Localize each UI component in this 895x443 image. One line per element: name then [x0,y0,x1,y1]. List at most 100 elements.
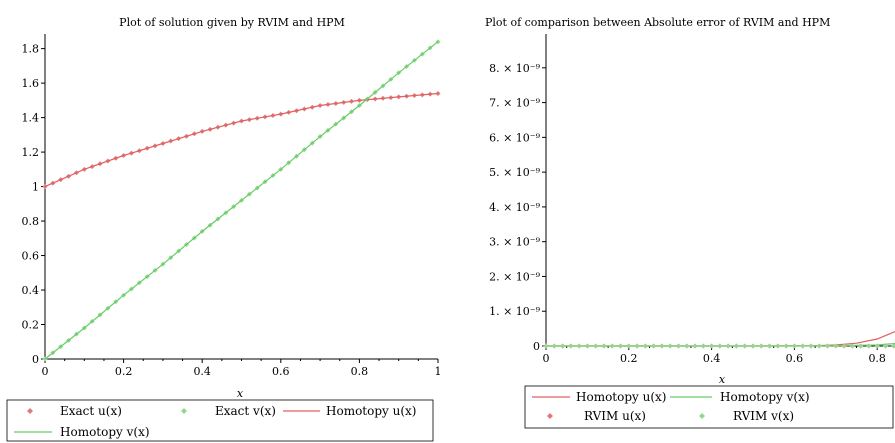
legend-box [524,385,894,429]
y-tick-label: 0.2 [22,319,40,332]
legend-marker-exact-v [181,408,187,414]
data-point-rvim-v-x [866,343,872,349]
legend-marker-exact-u [27,408,33,414]
plot-clip: 00.20.40.60.8101. × 10⁻⁹2. × 10⁻⁹3. × 10… [489,34,895,365]
data-point-rvim-v-x [560,343,566,349]
x-axis-label: x [237,387,244,400]
legend-label-exact-v: Exact v(x) [215,404,276,418]
x-tick-label: 0 [543,352,550,365]
y-tick-label: 1.2 [22,146,40,159]
data-point-rvim-v-x [750,343,756,349]
y-tick-label: 5. × 10⁻⁹ [489,166,541,179]
data-point-rvim-v-x [593,343,599,349]
data-point-rvim-v-x [783,343,789,349]
chart-title: Plot of solution given by RVIM and HPM [119,16,345,29]
y-tick-label: 6. × 10⁻⁹ [489,131,541,144]
data-point-rvim-v-x [700,343,706,349]
data-point-rvim-v-x [675,343,681,349]
data-point-rvim-v-x [692,343,698,349]
data-point-rvim-v-x [833,343,839,349]
legend-label-exact-u: Exact u(x) [60,404,122,418]
data-point-rvim-v-x [874,343,880,349]
legend-marker-rvim-u [547,413,553,419]
x-axis-label: x [719,373,726,386]
data-point-rvim-v-x [758,343,764,349]
y-tick-label: 0.4 [22,284,40,297]
x-tick-label: 0.2 [115,365,133,378]
data-point-rvim-v-x [733,343,739,349]
data-point-rvim-v-x [667,343,673,349]
y-tick-label: 1.6 [22,77,40,90]
legend-item-homotopy-u: Homotopy u(x) [283,404,416,418]
data-point-rvim-v-x [551,343,557,349]
data-point-rvim-v-x [684,343,690,349]
legend-label-homotopy-u: Homotopy u(x) [576,390,666,404]
y-tick-label: 0.6 [22,250,40,263]
data-point-rvim-v-x [626,343,632,349]
y-tick-label: 1. × 10⁻⁹ [489,305,541,318]
y-tick-label: 7. × 10⁻⁹ [489,97,541,110]
data-point-rvim-v-x [891,343,895,349]
plot-area: 00.20.40.60.8101. × 10⁻⁹2. × 10⁻⁹3. × 10… [489,34,895,365]
legend-label-rvim-u: RVIM u(x) [584,409,646,423]
y-tick-label: 0 [533,340,540,353]
data-point-exact-u-x [435,90,441,96]
series-line-homotopy-v-x [44,41,439,360]
data-point-rvim-v-x [800,343,806,349]
legend-marker-rvim-v [699,413,705,419]
series-line-homotopy-v-x [546,342,895,347]
legend-item-rvim-v: RVIM v(x) [699,409,794,423]
series-line-homotopy-u-x [44,92,439,188]
x-tick-label: 0.6 [786,352,804,365]
data-point-rvim-v-x [717,343,723,349]
legend-label-homotopy-u: Homotopy u(x) [326,404,416,418]
x-tick-label: 0.8 [351,365,369,378]
data-point-rvim-v-x [659,343,665,349]
y-tick-label: 1.8 [22,43,40,56]
y-tick-label: 8. × 10⁻⁹ [489,62,541,75]
data-point-rvim-v-x [543,343,549,349]
data-point-rvim-v-x [849,343,855,349]
error-comparison-chart: Plot of comparison between Absolute erro… [485,16,895,429]
data-point-rvim-v-x [825,343,831,349]
y-tick-label: 3. × 10⁻⁹ [489,236,541,249]
data-point-rvim-v-x [576,343,582,349]
data-point-rvim-v-x [634,343,640,349]
data-point-rvim-v-x [709,343,715,349]
x-tick-label: 0.6 [272,365,290,378]
data-point-rvim-v-x [584,343,590,349]
x-tick-label: 0.4 [703,352,721,365]
data-point-rvim-v-x [651,343,657,349]
legend: Homotopy u(x) Homotopy v(x) RVIM u(x) RV… [524,385,894,429]
data-point-rvim-v-x [742,343,748,349]
data-point-rvim-v-x [841,343,847,349]
legend-item-homotopy-v: Homotopy v(x) [670,390,810,404]
x-tick-label: 1 [435,365,442,378]
legend-label-homotopy-v: Homotopy v(x) [60,425,150,439]
x-tick-label: 0 [42,365,49,378]
data-point-rvim-v-x [767,343,773,349]
data-point-rvim-v-x [609,343,615,349]
data-point-rvim-v-x [858,343,864,349]
y-tick-label: 4. × 10⁻⁹ [489,201,541,214]
chart-title: Plot of comparison between Absolute erro… [485,16,830,29]
y-tick-label: 1 [32,181,39,194]
x-tick-label: 0.2 [620,352,638,365]
series-line-homotopy-u-x [546,330,895,347]
data-point-rvim-v-x [601,343,607,349]
x-tick-label: 0.4 [193,365,211,378]
y-tick-label: 1.4 [22,112,40,125]
data-point-rvim-v-x [882,343,888,349]
legend-label-rvim-v: RVIM v(x) [733,409,794,423]
solution-chart: Plot of solution given by RVIM and HPM 0… [6,16,442,442]
y-tick-label: 2. × 10⁻⁹ [489,270,541,283]
plot-area: 0 0.2 0.4 0.6 0.8 1 0 0.2 0.4 0.6 0.8 1 1.2 1.4 1.6 1.8 [22,34,442,378]
y-tick-label: 0.8 [22,215,40,228]
legend-item-rvim-u: RVIM u(x) [547,409,646,423]
legend-box [6,399,434,442]
legend-item-exact-v: Exact v(x) [181,404,276,418]
legend-item-homotopy-u: Homotopy u(x) [532,390,666,404]
data-point-rvim-v-x [808,343,814,349]
data-point-rvim-v-x [816,343,822,349]
